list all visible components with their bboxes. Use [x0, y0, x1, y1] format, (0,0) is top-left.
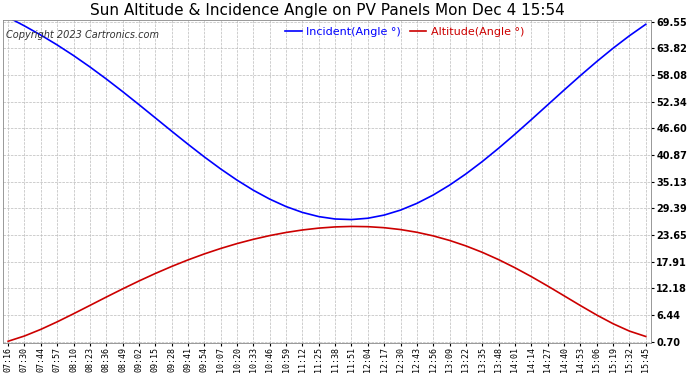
Text: Copyright 2023 Cartronics.com: Copyright 2023 Cartronics.com [6, 30, 159, 40]
Title: Sun Altitude & Incidence Angle on PV Panels Mon Dec 4 15:54: Sun Altitude & Incidence Angle on PV Pan… [90, 3, 564, 18]
Legend: Incident(Angle °), Altitude(Angle °): Incident(Angle °), Altitude(Angle °) [281, 22, 529, 42]
